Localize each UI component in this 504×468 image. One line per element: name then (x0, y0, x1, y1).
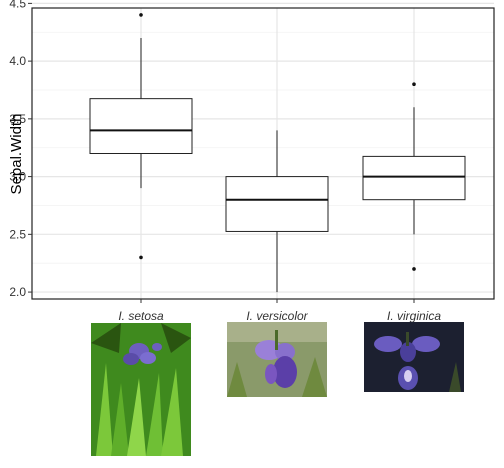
box-iqr (362, 155, 466, 201)
y-tick-label: 2.0 (9, 285, 26, 299)
y-tick-label: 3.5 (9, 112, 26, 126)
panel-border (31, 7, 495, 300)
y-tick-label: 4.0 (9, 54, 26, 68)
outlier-point (139, 13, 143, 17)
box-1 (89, 13, 193, 260)
versicolor-photo-icon (227, 322, 327, 397)
x-axis-category-labels: I. setosa I. versicolor I. virginica (118, 299, 441, 323)
setosa-photo-icon (91, 323, 191, 456)
x-category-label: I. versicolor (246, 309, 308, 323)
y-tick-label: 3.0 (9, 170, 26, 184)
x-category-label: I. virginica (387, 309, 441, 323)
outlier-point (412, 82, 416, 87)
x-category-label: I. setosa (118, 309, 164, 323)
y-tick-label: 4.5 (9, 0, 26, 10)
y-axis-title: Sepal.Width (8, 114, 25, 195)
virginica-photo-icon (364, 322, 464, 392)
box-3 (362, 82, 466, 271)
box-iqr (89, 98, 193, 154)
box-plots (89, 13, 466, 293)
outlier-point (412, 267, 416, 271)
box-iqr (225, 176, 329, 232)
y-tick-label: 2.5 (9, 227, 26, 241)
outlier-point (139, 255, 143, 260)
box-2 (225, 130, 329, 293)
y-axis-ticks: 2.0 2.5 3.0 3.5 4.0 4.5 (9, 0, 32, 299)
